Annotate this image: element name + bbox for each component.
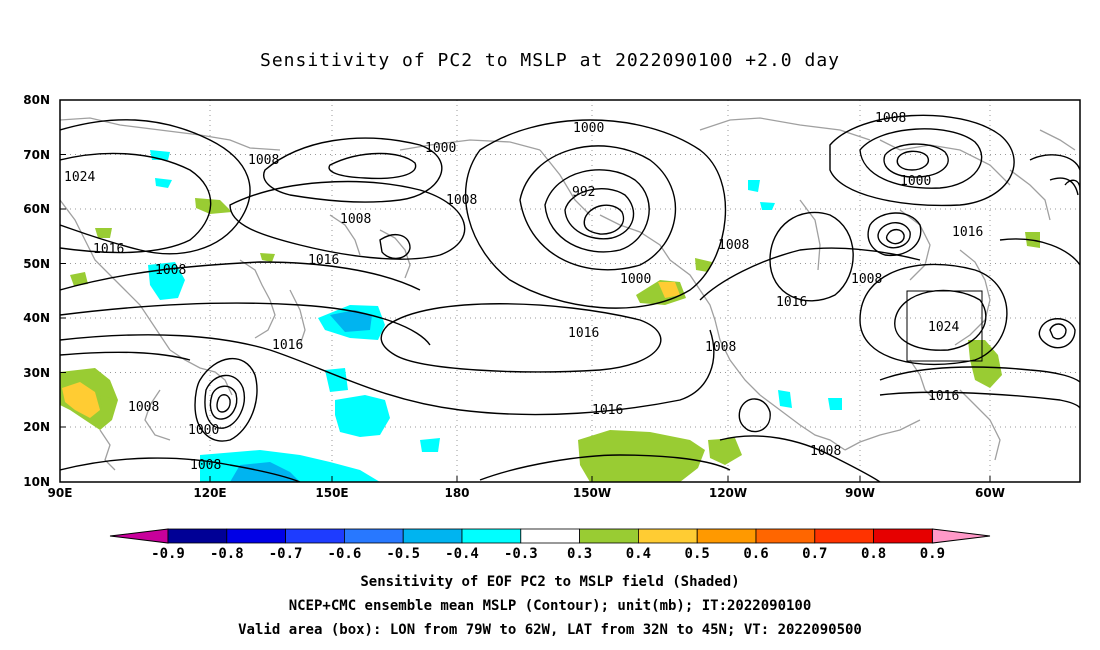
- caption-line-2: NCEP+CMC ensemble mean MSLP (Contour); u…: [288, 598, 812, 614]
- lat-tick-label: 20N: [23, 420, 50, 434]
- sensitivity-shading: [60, 150, 1040, 482]
- colorbar-label: -0.3: [504, 546, 538, 562]
- contour-label: 1016: [952, 225, 983, 240]
- lon-tick-label: 150W: [573, 486, 611, 500]
- lon-tick-label: 120E: [193, 486, 226, 500]
- contour-label: 1016: [592, 403, 623, 418]
- colorbar-label: -0.8: [210, 546, 244, 562]
- lat-tick-label: 10N: [23, 475, 50, 489]
- contour-labels: 1000 1008 1024 1008 1016 1008 1016 1008 …: [64, 111, 983, 473]
- lon-tick-label: 90E: [48, 486, 73, 500]
- contour-label: 992: [572, 185, 595, 200]
- mslp-contours: [60, 114, 1080, 482]
- lon-tick-label: 90W: [845, 486, 875, 500]
- colorbar-label: 0.8: [861, 546, 886, 562]
- lat-tick-label: 40N: [23, 311, 50, 325]
- contour-label: 1016: [308, 253, 339, 268]
- contour-label: 1008: [705, 340, 736, 355]
- colorbar-label: 0.4: [626, 546, 651, 562]
- contour-label: 1000: [900, 174, 931, 189]
- colorbar-swatch: [873, 528, 933, 544]
- contour-label: 1000: [573, 121, 604, 136]
- colorbar-left-tip: [109, 528, 169, 544]
- colorbar-label: -0.4: [445, 546, 479, 562]
- caption-line-3: Valid area (box): LON from 79W to 62W, L…: [238, 622, 862, 638]
- lon-tick-label: 180: [444, 486, 469, 500]
- colorbar-label: 0.7: [802, 546, 827, 562]
- contour-label: 1008: [875, 111, 906, 126]
- colorbar-swatch: [167, 528, 228, 544]
- contour-label: 1008: [718, 238, 749, 253]
- lon-axis-labels: 90E 120E 150E 180 150W 120W 90W 60W: [48, 486, 1005, 500]
- colorbar-label: -0.7: [269, 546, 303, 562]
- contour-label: 1008: [810, 444, 841, 459]
- lon-tick-label: 150E: [315, 486, 348, 500]
- axis-ticks: [60, 99, 991, 482]
- colorbar-swatch: [226, 528, 287, 544]
- colorbar-swatch: [402, 528, 463, 544]
- lon-tick-label: 120W: [709, 486, 747, 500]
- lat-axis-labels: 80N 70N 60N 50N 40N 30N 20N 10N: [23, 93, 50, 489]
- contour-label: 1016: [568, 326, 599, 341]
- colorbar-swatch: [520, 528, 580, 544]
- contour-label: 1000: [188, 423, 219, 438]
- contour-label: 1008: [155, 263, 186, 278]
- colorbar-swatch: [579, 528, 639, 544]
- colorbar-right-tip: [931, 528, 991, 544]
- colorbar-swatch: [461, 528, 522, 544]
- colorbar-label: 0.5: [685, 546, 710, 562]
- lat-tick-label: 30N: [23, 366, 50, 380]
- contour-label: 1008: [851, 272, 882, 287]
- colorbar-swatch: [814, 528, 874, 544]
- colorbar-label: -0.6: [328, 546, 362, 562]
- plot-frame: [59, 99, 1081, 483]
- plot-title: Sensitivity of PC2 to MSLP at 2022090100…: [259, 50, 840, 71]
- contour-label: 1024: [64, 170, 95, 185]
- lat-tick-label: 60N: [23, 202, 50, 216]
- grid-lines: [60, 100, 1080, 482]
- contour-label: 1008: [340, 212, 371, 227]
- lon-tick-label: 60W: [975, 486, 1005, 500]
- colorbar-swatch: [343, 528, 404, 544]
- contour-label: 1000: [620, 272, 651, 287]
- contour-label: 1008: [248, 153, 279, 168]
- colorbar-label: 0.9: [920, 546, 945, 562]
- colorbar-swatch: [285, 528, 345, 544]
- colorbar-swatch: [755, 528, 816, 544]
- contour-label: 1008: [446, 193, 477, 208]
- contour-label: 1016: [93, 242, 124, 257]
- contour-label: 1000: [425, 141, 456, 156]
- contour-label: 1016: [272, 338, 303, 353]
- contour-label: 1008: [190, 458, 221, 473]
- lat-tick-label: 50N: [23, 257, 50, 271]
- caption-line-1: Sensitivity of EOF PC2 to MSLP field (Sh…: [360, 574, 740, 590]
- colorbar-swatch: [696, 528, 757, 544]
- contour-label: 1016: [928, 389, 959, 404]
- colorbar-label: -0.9: [151, 546, 185, 562]
- colorbar-label: 0.6: [743, 546, 768, 562]
- lat-tick-label: 70N: [23, 148, 50, 162]
- colorbar-label: 0.3: [567, 546, 592, 562]
- contour-label: 1016: [776, 295, 807, 310]
- contour-label: 1008: [128, 400, 159, 415]
- contour-label: 1024: [928, 320, 959, 335]
- colorbar-label: -0.5: [386, 546, 420, 562]
- colorbar: -0.9 -0.8 -0.7 -0.6 -0.5 -0.4 -0.3 0.3 0.4 0.5 0.6…: [109, 528, 991, 562]
- lat-tick-label: 80N: [23, 93, 50, 107]
- colorbar-swatch: [638, 528, 698, 544]
- valid-area-box: [906, 290, 983, 362]
